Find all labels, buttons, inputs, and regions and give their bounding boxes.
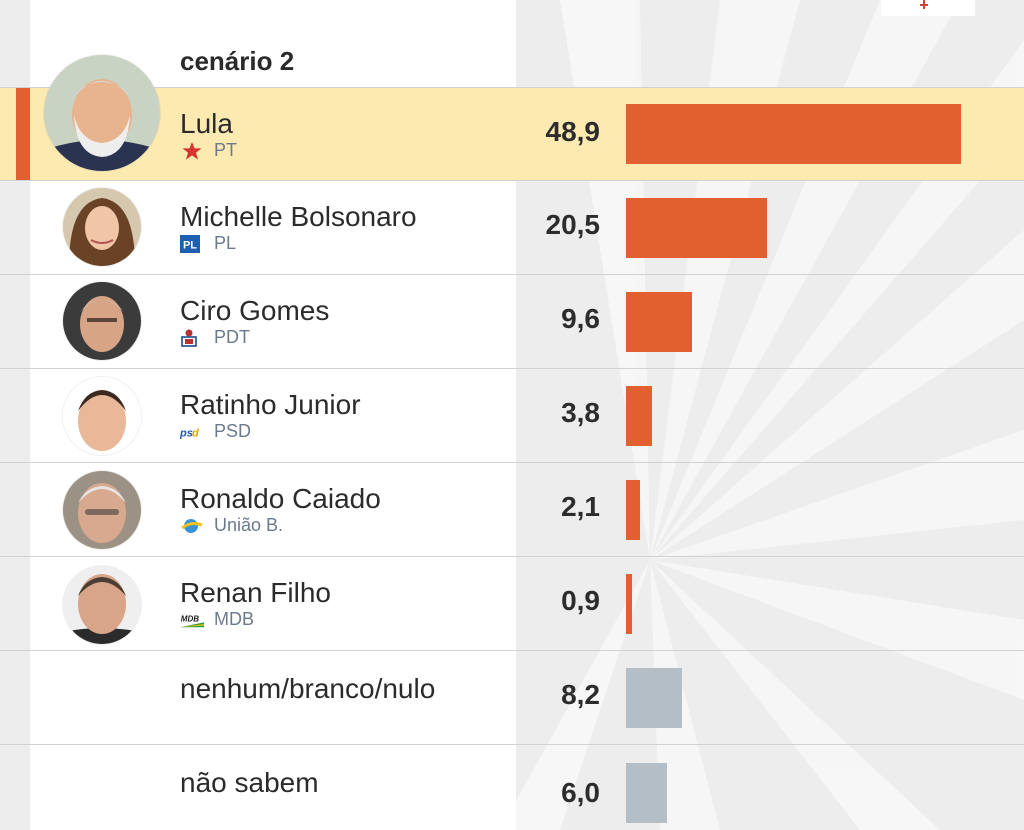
top-marker-box	[881, 0, 975, 16]
bar	[626, 292, 692, 352]
avatar-ronaldo-caiado	[63, 471, 141, 549]
value-label: 6,0	[561, 777, 600, 808]
scenario-title: cenário 2	[180, 46, 295, 76]
avatar-renan-filho	[63, 566, 141, 644]
avatar-ratinho-junior	[63, 377, 141, 455]
bar	[626, 480, 641, 540]
svg-text:d: d	[192, 427, 199, 439]
candidate-party: União B.	[180, 515, 283, 536]
candidate-party: PDT	[180, 327, 250, 348]
candidate-row-ratinho-junior: Ratinho Junior ps d PSD 3,8	[0, 369, 1024, 463]
bar	[626, 574, 633, 634]
bar	[626, 386, 653, 446]
value-label: 48,9	[545, 116, 601, 147]
option-name: nenhum/branco/nulo	[180, 673, 436, 704]
value-label: 9,6	[561, 303, 600, 334]
candidate-name: Renan Filho	[180, 577, 331, 608]
value-label: 8,2	[561, 679, 600, 710]
uniao-logo-icon	[181, 518, 203, 533]
avatar-ciro-gomes	[63, 282, 141, 360]
candidate-name: Ronaldo Caiado	[180, 483, 381, 514]
value-label: 2,1	[561, 491, 600, 522]
svg-text:PL: PL	[183, 239, 197, 251]
candidate-row-ciro-gomes: Ciro Gomes PDT 9,6	[0, 275, 1024, 369]
candidate-row-michelle-bolsonaro: Michelle Bolsonaro PL PL 20,5	[0, 181, 1024, 275]
highlight-accent	[16, 88, 30, 180]
value-label: 3,8	[561, 397, 600, 428]
value-label: 20,5	[545, 209, 601, 240]
bar	[626, 668, 683, 728]
candidate-row-ronaldo-caiado: Ronaldo Caiado União B. 2,1	[0, 463, 1024, 557]
option-row-nenhum-branco-nulo: nenhum/branco/nulo 8,2	[0, 651, 1024, 745]
candidate-name: Ratinho Junior	[180, 389, 361, 420]
avatar-michelle-bolsonaro	[63, 188, 141, 266]
bar	[626, 763, 668, 823]
bar	[626, 104, 962, 164]
candidate-name: Michelle Bolsonaro	[180, 201, 417, 232]
pt-star-icon	[182, 141, 202, 160]
psd-logo-icon: ps d	[180, 427, 199, 439]
avatar-lula	[44, 55, 160, 171]
candidate-name: Ciro Gomes	[180, 295, 330, 326]
option-row-nao-sabem: não sabem 6,0	[0, 745, 1024, 830]
candidate-party: ps d PSD	[180, 421, 252, 441]
value-label: 0,9	[561, 585, 600, 616]
bar	[626, 198, 767, 258]
pl-logo-icon: PL	[180, 234, 200, 253]
candidate-party: PT	[180, 140, 237, 161]
option-name: não sabem	[180, 767, 319, 798]
candidate-row-lula: Lula PT 48,9	[0, 87, 1024, 181]
candidate-party: PL PL	[180, 233, 236, 254]
pdt-logo-icon	[181, 329, 197, 347]
candidate-name: Lula	[180, 108, 233, 139]
candidate-party: MDB MDB	[180, 609, 254, 629]
candidate-row-renan-filho: Renan Filho MDB MDB 0,9	[0, 557, 1024, 651]
mdb-logo-icon: MDB	[180, 614, 204, 627]
svg-text:MDB: MDB	[181, 614, 199, 623]
svg-text:ps: ps	[180, 427, 193, 439]
